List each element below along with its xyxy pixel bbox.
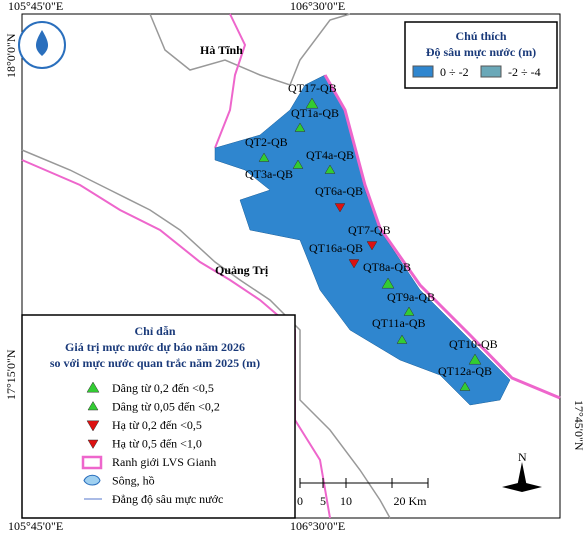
north-arrow <box>517 462 527 487</box>
north-arrow <box>502 482 542 492</box>
station-label: QT8a-QB <box>363 260 411 274</box>
legend-swatch <box>81 455 103 470</box>
legend-label: Sông, hồ <box>112 474 155 488</box>
place-label: Quảng Trị <box>215 263 269 277</box>
station-symbol <box>403 306 415 316</box>
station-label: QT11a-QB <box>372 316 426 330</box>
coord-label: 18°0'0"N <box>4 33 18 78</box>
legend-label: Hạ từ 0,5 đến <1,0 <box>112 437 202 451</box>
legend-label: -2 ÷ -4 <box>508 65 541 79</box>
basin-boundary <box>21 159 331 519</box>
station-symbol <box>86 381 100 393</box>
station-symbol <box>366 241 378 251</box>
coord-label: 106°30'0"E <box>290 0 345 13</box>
station-symbol <box>459 381 471 391</box>
coord-label: 106°30'0"E <box>290 519 345 533</box>
station-label: QT9a-QB <box>387 290 435 304</box>
legend-label: Dâng từ 0,2 đến <0,5 <box>112 381 214 395</box>
coord-label: 105°45'0"E <box>8 0 63 13</box>
station-label: QT7-QB <box>348 223 391 237</box>
scale-label: 10 <box>340 494 352 508</box>
legend-label: 0 ÷ -2 <box>440 65 469 79</box>
legend-label: Ranh giới LVS Gianh <box>112 455 216 469</box>
legend-label: Đẳng độ sâu mực nước <box>112 492 223 506</box>
station-label: QT12a-QB <box>438 364 492 378</box>
station-symbol <box>305 97 319 109</box>
province-border <box>149 13 351 86</box>
station-label: QT16a-QB <box>309 241 363 255</box>
legend-label: Hạ từ 0,2 đến <0,5 <box>112 418 202 432</box>
logo-drop <box>35 30 49 56</box>
north-label: N <box>518 450 527 464</box>
legend-swatch <box>83 474 101 486</box>
scale-bar <box>299 478 429 488</box>
legend-swatch <box>412 65 434 78</box>
station-symbol <box>381 277 395 289</box>
station-symbol <box>87 439 99 449</box>
place-label: Hà Tĩnh <box>200 43 243 57</box>
station-symbol <box>294 122 306 132</box>
legend-bottom <box>21 314 296 519</box>
coord-label: 17°15'0"N <box>4 349 18 400</box>
station-symbol <box>348 259 360 269</box>
legend-subtitle: so với mực nước quan trắc năm 2025 (m) <box>50 356 260 370</box>
station-symbol <box>396 334 408 344</box>
legend-title: Chú thích <box>455 29 506 43</box>
scale-label: 0 <box>297 494 303 508</box>
legend-swatch <box>480 65 502 78</box>
station-symbol <box>258 152 270 162</box>
station-label: QT17-QB <box>288 81 337 95</box>
station-label: QT4a-QB <box>306 148 354 162</box>
coord-label: 105°45'0"E <box>8 519 63 533</box>
legend-label: Dâng từ 0,05 đến <0,2 <box>112 400 220 414</box>
station-label: QT2-QB <box>245 135 288 149</box>
station-label: QT1a-QB <box>291 106 339 120</box>
station-symbol <box>86 420 100 432</box>
water-depth-area <box>214 74 511 406</box>
coord-label: 17°45'0"N <box>572 400 583 451</box>
basin-boundary <box>214 13 247 149</box>
station-label: QT3a-QB <box>245 167 293 181</box>
station-symbol <box>292 159 304 169</box>
basin-boundary <box>323 74 561 400</box>
station-symbol <box>87 401 99 411</box>
legend-subtitle: Giá trị mực nước dự báo năm 2026 <box>65 340 245 354</box>
station-symbol <box>334 203 346 213</box>
legend-subtitle: Độ sâu mực nước (m) <box>426 45 536 59</box>
station-symbol <box>324 164 336 174</box>
station-symbol <box>468 353 482 365</box>
scale-label: 5 <box>320 494 326 508</box>
station-label: QT6a-QB <box>315 184 363 198</box>
station-label: QT10-QB <box>449 337 498 351</box>
province-border <box>21 149 391 519</box>
legend-title: Chỉ dẫn <box>134 324 175 338</box>
scale-label: 20 Km <box>394 494 428 508</box>
